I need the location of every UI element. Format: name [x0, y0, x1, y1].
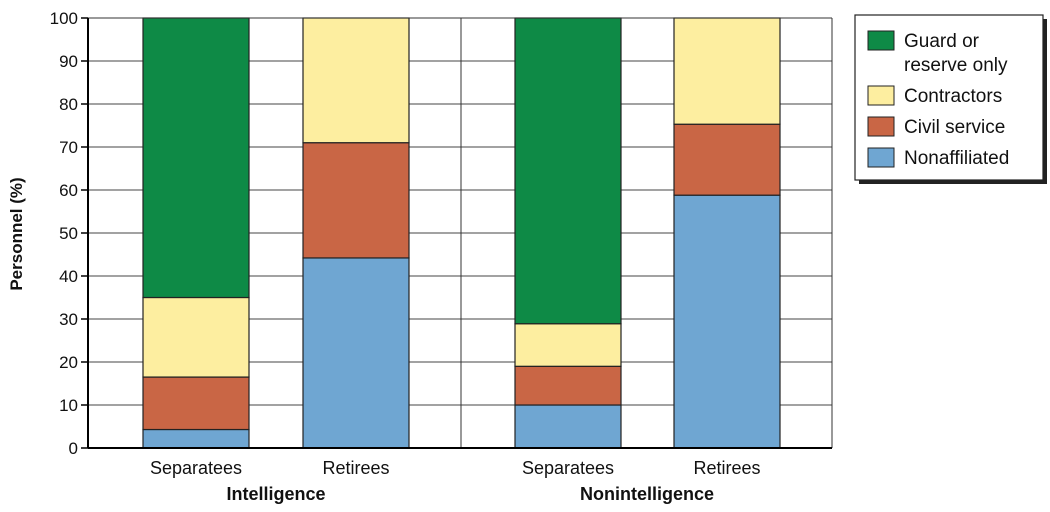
bar-segment: [142, 376, 250, 431]
bar-segment: [302, 142, 410, 259]
y-tick-label: 0: [69, 439, 78, 458]
y-tick-label: 40: [59, 267, 78, 286]
legend: Guard or reserve only Contractors Civil ser…: [854, 14, 1047, 184]
legend-label: Contractors: [904, 86, 1002, 107]
bar-segment: [514, 404, 622, 449]
legend-label: Guard or: [904, 31, 980, 52]
bar-segment: [673, 123, 781, 196]
bar-segment: [514, 17, 622, 325]
bar-segment: [514, 365, 622, 406]
y-tick-label: 60: [59, 181, 78, 200]
bar-segment: [302, 257, 410, 449]
y-axis-title: Personnel (%): [7, 177, 26, 290]
legend-swatch: [867, 147, 895, 168]
y-tick-label: 90: [59, 52, 78, 71]
bar-segment: [142, 17, 250, 299]
y-tick-label: 20: [59, 353, 78, 372]
legend-swatch: [867, 116, 895, 137]
x-category-label: Separatees: [522, 458, 614, 478]
legend-swatch: [867, 85, 895, 106]
x-category-label: Separatees: [150, 458, 242, 478]
legend-label: reserve only: [904, 55, 1008, 76]
bar-segment: [302, 17, 410, 144]
bar-segment: [673, 194, 781, 449]
x-group-label: Intelligence: [226, 484, 325, 504]
x-category-label: Retirees: [322, 458, 389, 478]
axes: [81, 17, 833, 449]
legend-label: Civil service: [904, 117, 1005, 138]
bar-segment: [142, 296, 250, 378]
y-tick-label: 70: [59, 138, 78, 157]
legend-swatch: [867, 30, 895, 51]
y-tick-label: 100: [50, 9, 78, 28]
y-tick-label: 50: [59, 224, 78, 243]
legend-label: Nonaffiliated: [904, 148, 1009, 169]
y-tick-label: 10: [59, 396, 78, 415]
x-category-label: Retirees: [693, 458, 760, 478]
y-tick-label: 30: [59, 310, 78, 329]
bar-segment: [673, 17, 781, 125]
axis-labels: 0 10 20 30 40 50 60 70 80 90 100 Separatees Retirees…: [50, 9, 761, 504]
bars: [142, 17, 781, 449]
x-group-label: Nonintelligence: [580, 484, 714, 504]
bar-segment: [142, 428, 250, 449]
y-tick-label: 80: [59, 95, 78, 114]
bar-segment: [514, 323, 622, 367]
